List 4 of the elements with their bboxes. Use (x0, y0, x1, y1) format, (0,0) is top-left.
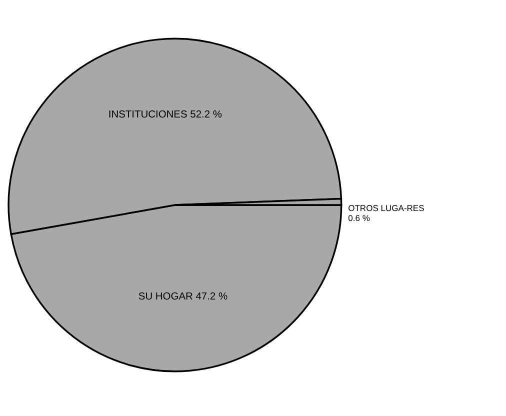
slice-label: SU HOGAR 47.2 % (138, 292, 228, 303)
slice-label: INSTITUCIONES 52.2 % (108, 109, 222, 120)
slice-label: OTROS LUGA-RES (348, 202, 425, 213)
data-label: 0.6 % (348, 213, 370, 224)
